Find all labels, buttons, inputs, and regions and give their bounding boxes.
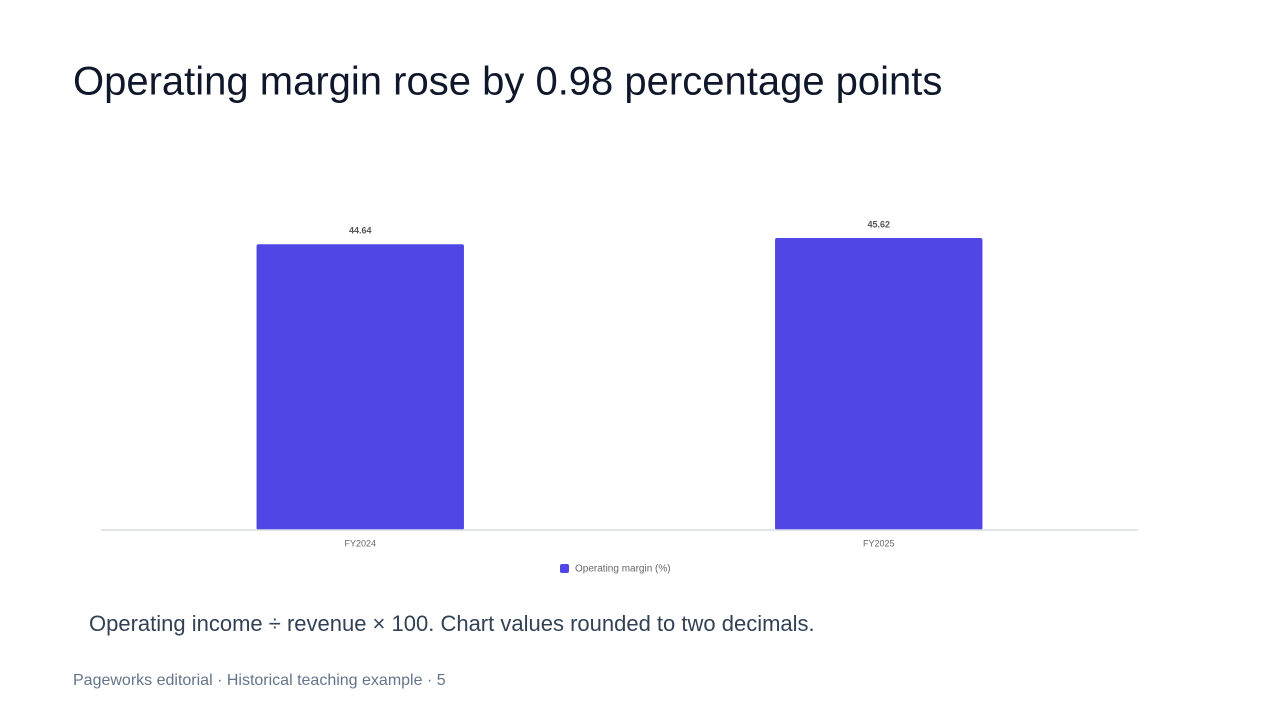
bar bbox=[256, 244, 464, 530]
bar bbox=[775, 238, 983, 531]
legend-swatch bbox=[560, 564, 569, 573]
chart-title: Operating margin rose by 0.98 percentage… bbox=[73, 60, 942, 104]
x-tick-label: FY2025 bbox=[863, 538, 895, 548]
value-label: 45.62 bbox=[867, 219, 890, 229]
value-label: 44.64 bbox=[349, 226, 372, 236]
x-tick-label: FY2024 bbox=[344, 538, 376, 548]
footer: Pageworks editorial · Historical teachin… bbox=[73, 672, 446, 689]
legend-label: Operating margin (%) bbox=[575, 564, 671, 575]
caption: Operating income ÷ revenue × 100. Chart … bbox=[89, 611, 815, 636]
